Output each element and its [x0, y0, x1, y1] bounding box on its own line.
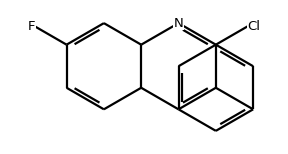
Text: Cl: Cl: [248, 20, 261, 33]
Text: F: F: [27, 20, 35, 33]
Text: N: N: [174, 17, 183, 30]
